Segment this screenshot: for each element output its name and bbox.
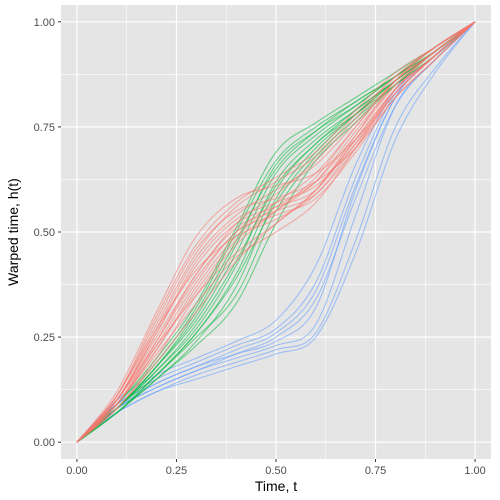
x-tick-label: 0.00 (66, 465, 87, 477)
y-tick-label: 0.75 (34, 122, 55, 134)
warp-curves (76, 21, 476, 443)
warp-curve-red (76, 21, 476, 443)
x-axis-title: Time, t (255, 478, 297, 494)
x-tick-label: 0.50 (265, 465, 286, 477)
warp-curve-blue (76, 21, 476, 443)
series-red (76, 21, 476, 443)
warp-curve-blue (76, 21, 476, 443)
x-tick-label: 0.75 (365, 465, 386, 477)
warp-curve-red (76, 21, 476, 443)
y-tick-label: 0.50 (34, 227, 55, 239)
y-axis-title: Warped time, h(t) (5, 178, 21, 286)
x-tick-label: 1.00 (464, 465, 485, 477)
y-tick-label: 0.00 (34, 437, 55, 449)
x-tick-label: 0.25 (166, 465, 187, 477)
x-axis-ticks: 0.00 0.25 0.50 0.75 1.00 (66, 459, 486, 477)
warp-curve-green (76, 21, 476, 443)
warp-curve-blue (76, 21, 476, 443)
series-blue (76, 21, 476, 443)
warp-curve-red (76, 21, 476, 443)
warp-curve-red (76, 21, 476, 443)
y-axis-ticks: 0.00 0.25 0.50 0.75 1.00 (34, 17, 61, 449)
warp-curve-red (76, 21, 476, 443)
warp-curve-green (76, 21, 476, 443)
y-tick-label: 1.00 (34, 17, 55, 29)
y-tick-label: 0.25 (34, 332, 55, 344)
warp-curve-red (76, 21, 476, 443)
warp-curve-blue (76, 21, 476, 443)
warp-curve-red (76, 21, 476, 443)
